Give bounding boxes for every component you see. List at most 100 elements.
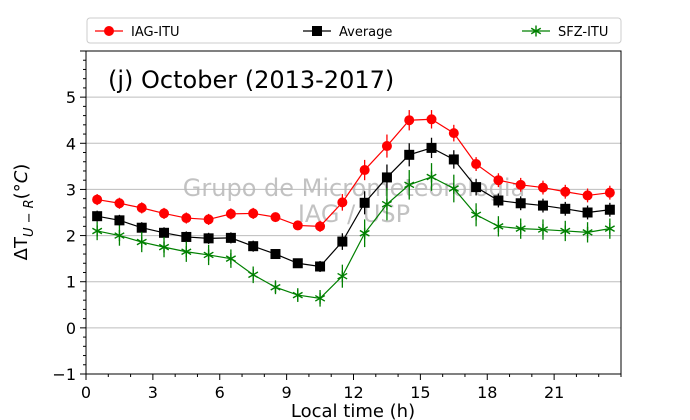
data-point — [582, 190, 593, 201]
data-point — [225, 208, 236, 219]
data-point — [292, 258, 303, 269]
data-point — [359, 197, 370, 208]
data-point — [159, 227, 170, 238]
data-point — [248, 208, 259, 219]
watermark-line-1: Grupo de Micrometeorologia — [183, 174, 525, 202]
data-point — [493, 175, 504, 186]
data-point — [582, 207, 593, 218]
data-point — [515, 179, 526, 190]
data-point — [203, 214, 214, 225]
data-point — [404, 149, 415, 160]
x-tick-label: 21 — [544, 383, 564, 402]
series-line — [97, 176, 610, 299]
data-point — [181, 246, 192, 258]
data-point — [270, 212, 281, 223]
y-tick-label: 0 — [66, 319, 76, 338]
watermark-line-2: IAG / USP — [298, 200, 410, 228]
legend-label: Average — [339, 25, 392, 40]
data-point — [404, 115, 415, 126]
y-axis-title: ΔTU − R(°C) — [11, 164, 37, 261]
data-point — [270, 281, 281, 293]
legend-label: SFZ-ITU — [558, 25, 608, 40]
data-point — [136, 202, 147, 213]
legend: IAG-ITU Average SFZ-ITU — [86, 17, 622, 44]
data-point — [248, 241, 259, 252]
data-point — [203, 233, 214, 244]
data-point — [359, 165, 370, 176]
data-point — [582, 226, 593, 238]
legend-label: IAG-ITU — [131, 25, 180, 40]
legend-marker — [104, 26, 114, 36]
data-point — [448, 183, 459, 195]
y-tick-label: 2 — [66, 227, 76, 246]
data-point — [315, 221, 326, 232]
series-sfz-itu — [92, 163, 615, 307]
y-tick-label: 1 — [66, 273, 76, 292]
legend-item: SFZ-ITU — [522, 25, 608, 40]
x-tick-label: 6 — [215, 383, 225, 402]
data-point — [114, 215, 125, 226]
data-point — [448, 128, 459, 139]
data-point — [537, 224, 549, 236]
data-point — [604, 204, 615, 215]
x-tick-label: 3 — [148, 383, 158, 402]
gridlines — [86, 96, 621, 375]
data-point — [136, 222, 147, 233]
data-point — [493, 195, 504, 206]
plot-area — [92, 110, 615, 307]
data-point — [426, 114, 437, 125]
data-point — [537, 200, 548, 211]
data-point — [315, 261, 326, 272]
x-tick-label: 0 — [81, 383, 91, 402]
x-tick-label: 15 — [410, 383, 430, 402]
data-point — [470, 209, 482, 221]
series-iag-itu — [92, 110, 615, 232]
data-point — [404, 179, 415, 191]
data-point — [560, 203, 571, 214]
data-point — [560, 186, 571, 197]
data-point — [604, 187, 615, 198]
data-point — [248, 269, 259, 281]
data-point — [158, 241, 170, 253]
y-tick-label: 3 — [66, 180, 76, 199]
data-point — [537, 182, 548, 193]
data-point — [292, 220, 303, 231]
data-point — [92, 211, 103, 222]
legend-marker — [530, 25, 542, 37]
data-point — [381, 172, 392, 183]
series-average — [92, 137, 615, 273]
data-point — [270, 249, 281, 260]
data-point — [114, 198, 125, 209]
data-point — [493, 220, 504, 232]
x-tick-label: 18 — [477, 383, 497, 402]
data-point — [381, 141, 392, 152]
data-point — [92, 194, 103, 205]
legend-marker — [312, 26, 322, 36]
data-point — [337, 197, 348, 208]
data-point — [292, 289, 303, 301]
data-point — [560, 225, 571, 237]
y-tick-label: 5 — [66, 88, 76, 107]
data-point — [426, 171, 437, 183]
legend-item: Average — [303, 25, 392, 40]
svg-text:ΔTU − R(°C): ΔTU − R(°C) — [11, 164, 37, 261]
data-point — [381, 198, 393, 210]
data-point — [515, 198, 526, 209]
data-point — [203, 249, 214, 261]
x-tick-label: 12 — [343, 383, 363, 402]
x-tick-label: 9 — [282, 383, 292, 402]
data-point — [359, 227, 370, 239]
data-point — [337, 236, 348, 247]
data-point — [92, 225, 103, 237]
data-point — [225, 232, 236, 243]
data-point — [136, 236, 147, 248]
y-tick-label: −1 — [52, 365, 76, 384]
watermark: Grupo de Micrometeorologia IAG / USP — [183, 174, 525, 228]
data-point — [515, 223, 526, 235]
data-point — [337, 270, 348, 282]
data-point — [426, 142, 437, 153]
data-point — [314, 292, 326, 304]
data-point — [225, 253, 237, 265]
